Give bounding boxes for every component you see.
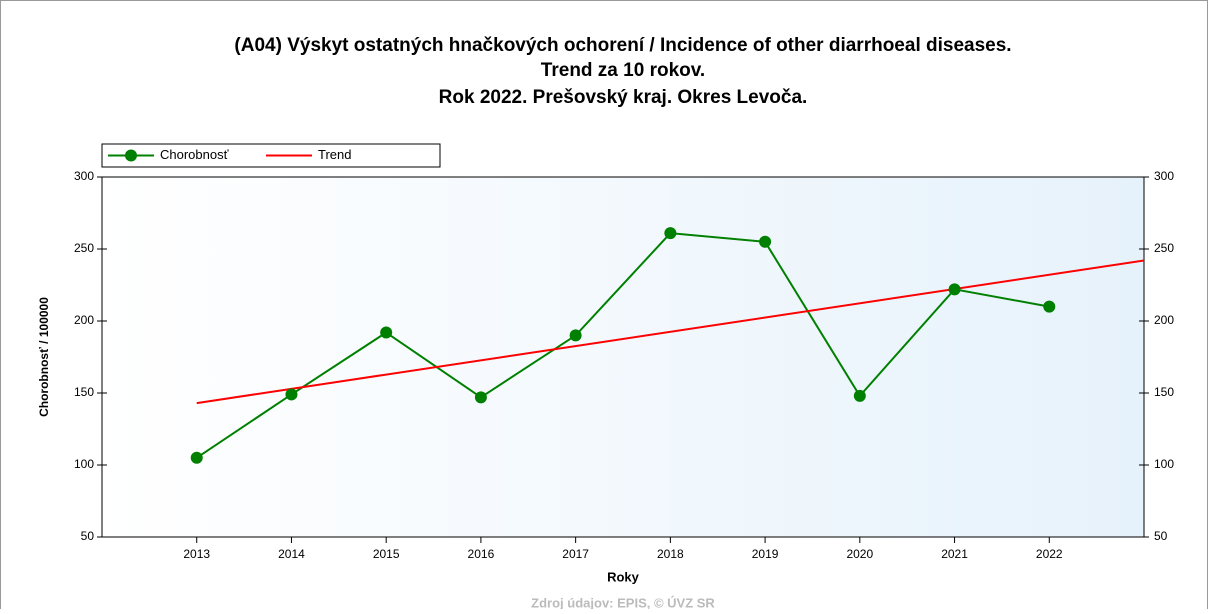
line (196, 232, 1050, 459)
marker (380, 326, 393, 339)
marker (759, 235, 772, 248)
x-tick-label: 2021 (941, 547, 968, 561)
x-tick-label: 2013 (183, 547, 210, 561)
marker (569, 329, 582, 342)
x-tick-label: 2014 (278, 547, 305, 561)
marker (853, 389, 866, 402)
legend-label: Chorobnosť (160, 147, 229, 162)
line (196, 259, 1144, 405)
source-note: Zdroj údajov: EPIS, © ÚVZ SR (531, 595, 715, 609)
legend-label: Trend (318, 147, 351, 162)
marker (948, 283, 961, 296)
marker (664, 227, 677, 240)
y-tick-label: 150 (74, 385, 94, 399)
y-tick-label: 200 (74, 313, 94, 327)
y2-tick-label: 200 (1154, 313, 1174, 327)
marker (474, 391, 487, 404)
y2-tick-label: 300 (1154, 169, 1174, 183)
chart-title: Trend za 10 rokov. (541, 60, 705, 81)
y-tick-label: 250 (74, 241, 94, 255)
x-tick-label: 2022 (1036, 547, 1063, 561)
series-group (196, 232, 1144, 459)
chart-title: (A04) Výskyt ostatných hnačkových ochore… (234, 35, 1011, 56)
marker (285, 388, 298, 401)
plot-area (101, 176, 1145, 538)
x-tick-label: 2020 (846, 547, 873, 561)
chart-title: Rok 2022. Prešovský kraj. Okres Levoča. (439, 87, 808, 108)
x-tick-label: 2019 (752, 547, 779, 561)
y2-tick-label: 50 (1154, 529, 1168, 543)
y-axis-label: Chorobnosť / 100000 (37, 297, 51, 417)
y-tick-label: 50 (81, 529, 95, 543)
y2-tick-label: 250 (1154, 241, 1174, 255)
x-tick-label: 2016 (468, 547, 495, 561)
x-axis-label: Roky (607, 569, 640, 584)
x-tick-label: 2018 (657, 547, 684, 561)
legend-marker (125, 149, 137, 162)
y-tick-label: 300 (74, 169, 94, 183)
marker (190, 451, 203, 464)
y2-tick-label: 150 (1154, 385, 1174, 399)
x-tick-label: 2015 (373, 547, 400, 561)
y-tick-label: 100 (74, 457, 94, 471)
marker (1043, 300, 1056, 313)
y2-tick-label: 100 (1154, 457, 1174, 471)
x-tick-label: 2017 (562, 547, 589, 561)
